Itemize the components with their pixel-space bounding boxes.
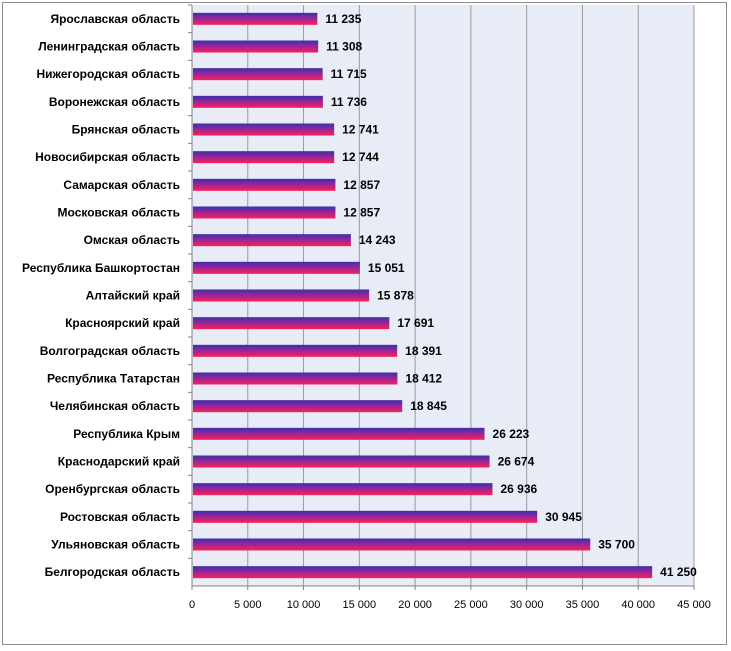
x-tick-label: 0 xyxy=(189,599,195,611)
category-label: Самарская область xyxy=(63,178,180,192)
value-label: 12 744 xyxy=(342,150,379,164)
category-label: Новосибирская область xyxy=(35,150,180,164)
value-label: 30 945 xyxy=(545,510,582,524)
category-label: Ростовская область xyxy=(60,510,180,524)
category-label: Республика Крым xyxy=(73,427,180,441)
value-label: 18 391 xyxy=(405,344,442,358)
bar-chart: 0 5 000 10 000 15 000 20 000 25 000 30 000 35 0… xyxy=(22,4,711,611)
bar xyxy=(193,538,591,551)
value-label: 26 223 xyxy=(493,427,530,441)
bar xyxy=(193,95,323,108)
x-tick-label: 25 000 xyxy=(454,599,488,611)
category-label: Ленинградская область xyxy=(38,40,180,54)
category-label: Краснодарский край xyxy=(58,455,180,469)
category-label: Белгородская область xyxy=(45,565,180,579)
category-label: Нижегородская область xyxy=(36,67,180,81)
x-tick-label: 30 000 xyxy=(510,599,544,611)
bar xyxy=(193,289,370,302)
value-label: 12 741 xyxy=(342,123,379,137)
bar xyxy=(193,261,360,274)
value-label: 18 845 xyxy=(410,399,447,413)
value-label: 11 736 xyxy=(331,95,367,109)
value-label: 11 715 xyxy=(331,67,367,81)
category-label: Волгоградская область xyxy=(40,344,180,358)
value-label: 14 243 xyxy=(359,233,396,247)
x-tick-label: 5 000 xyxy=(234,599,262,611)
value-label: 26 674 xyxy=(498,455,535,469)
category-label: Московская область xyxy=(58,206,180,220)
bar xyxy=(193,510,538,523)
x-tick-label: 20 000 xyxy=(398,599,432,611)
bar xyxy=(193,566,653,579)
bar xyxy=(193,151,335,164)
value-label: 35 700 xyxy=(598,538,635,552)
value-label: 41 250 xyxy=(660,565,697,579)
value-label: 18 412 xyxy=(405,372,442,386)
bar xyxy=(193,427,485,440)
bar xyxy=(193,68,323,81)
bar xyxy=(193,372,398,385)
bar xyxy=(193,206,336,219)
x-tick-label: 35 000 xyxy=(566,599,600,611)
value-label: 15 878 xyxy=(377,289,414,303)
x-tick-label: 45 000 xyxy=(677,599,711,611)
category-label: Оренбургская область xyxy=(45,482,180,496)
bar xyxy=(193,123,335,136)
bar xyxy=(193,234,351,247)
bar xyxy=(193,40,319,53)
value-label: 15 051 xyxy=(368,261,405,275)
category-label: Челябинская область xyxy=(50,399,180,413)
x-tick-label: 40 000 xyxy=(621,599,655,611)
value-label: 26 936 xyxy=(500,482,537,496)
value-label: 12 857 xyxy=(343,206,380,220)
category-label: Красноярский край xyxy=(65,316,180,330)
category-label: Воронежская область xyxy=(49,95,180,109)
bar xyxy=(193,344,398,357)
value-label: 12 857 xyxy=(343,178,380,192)
value-label: 11 235 xyxy=(325,12,361,26)
chart-frame: 0 5 000 10 000 15 000 20 000 25 000 30 000 35 0… xyxy=(2,2,727,645)
bar xyxy=(193,455,490,468)
bars xyxy=(193,12,653,579)
labels: 0 5 000 10 000 15 000 20 000 25 000 30 000 35 0… xyxy=(22,12,711,611)
value-label: 11 308 xyxy=(326,40,362,54)
category-label: Брянская область xyxy=(72,123,180,137)
category-label: Ульяновская область xyxy=(51,538,180,552)
bar xyxy=(193,483,493,496)
category-label: Республика Башкортостан xyxy=(22,261,180,275)
bar xyxy=(193,12,318,25)
value-label: 17 691 xyxy=(397,316,434,330)
category-label: Алтайский край xyxy=(86,289,180,303)
x-tick-label: 10 000 xyxy=(287,599,321,611)
bar xyxy=(193,317,390,330)
bar xyxy=(193,178,336,191)
category-label: Республика Татарстан xyxy=(47,372,180,386)
category-label: Ярославская область xyxy=(50,12,180,26)
category-label: Омская область xyxy=(84,233,180,247)
bar xyxy=(193,400,403,413)
x-tick-label: 15 000 xyxy=(343,599,377,611)
